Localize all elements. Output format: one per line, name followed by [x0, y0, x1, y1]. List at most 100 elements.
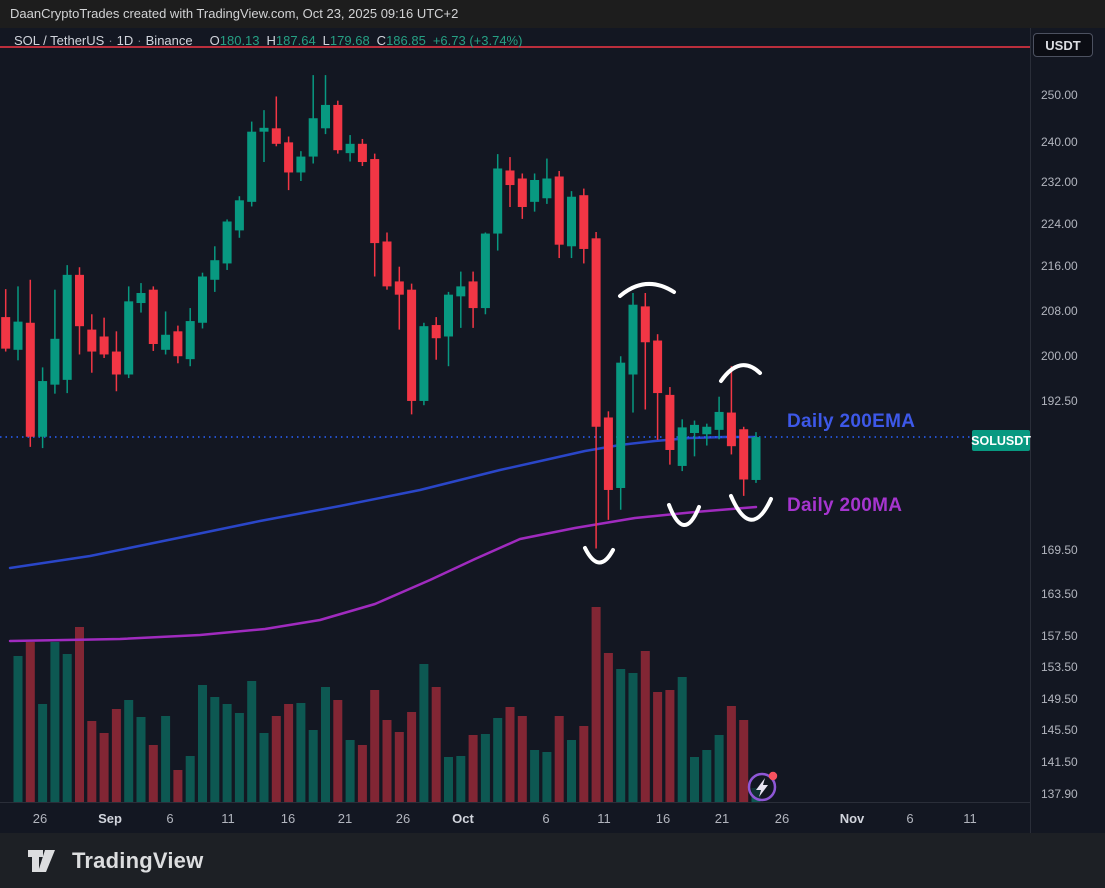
volume-bar [75, 627, 84, 802]
price-tick: 157.50 [1041, 629, 1078, 643]
candle-body [653, 340, 663, 394]
candle-body [136, 293, 146, 304]
candle-body [690, 424, 699, 433]
volume-bar [554, 716, 564, 802]
candle-body [517, 178, 527, 207]
volume-bar [333, 700, 343, 802]
price-tick: 224.00 [1041, 217, 1078, 231]
volume-bar [480, 734, 490, 802]
volume-bar [493, 718, 503, 802]
time-tick: 11 [597, 811, 611, 826]
ema-indicator-label[interactable]: Daily 200EMA [787, 411, 916, 432]
price-tick: 250.00 [1041, 88, 1078, 102]
candle-body [234, 200, 244, 231]
price-tick: 153.50 [1041, 660, 1078, 674]
attribution-text: DaanCryptoTrades created with TradingVie… [10, 6, 459, 21]
volume-bar [308, 730, 318, 802]
price-tick: 232.00 [1041, 175, 1078, 189]
volume-bar [50, 642, 60, 802]
time-tick: 11 [221, 811, 235, 826]
candle-body [124, 301, 134, 375]
candle-body [50, 338, 60, 385]
candle-body [296, 156, 306, 173]
ma-indicator-label[interactable]: Daily 200MA [787, 495, 903, 516]
arc-annotation[interactable] [667, 503, 701, 527]
time-tick: 16 [655, 811, 671, 826]
candle-body [25, 322, 35, 437]
price-tick: 192.50 [1041, 394, 1078, 408]
time-axis[interactable]: 26 Sep 6 11 16 21 26 Oct 6 11 16 21 26 Nov 6 11 [0, 802, 1030, 833]
candle-body [247, 131, 257, 202]
volume-bar [456, 756, 466, 802]
volume-bar [357, 745, 367, 802]
symbol-name[interactable]: SOL / TetherUS [14, 33, 105, 48]
candle-body [407, 289, 417, 401]
candle-body [603, 417, 613, 490]
volume-bar [677, 677, 687, 802]
time-tick: 21 [714, 811, 730, 826]
volume-bar [407, 712, 417, 802]
currency-button[interactable]: USDT [1033, 33, 1093, 57]
candle-body [702, 426, 712, 435]
volume-bar [111, 709, 121, 802]
volume-bar [567, 740, 576, 802]
low-value: 179.68 [329, 33, 370, 48]
high-label: H [266, 33, 276, 48]
volume-bar [62, 654, 72, 802]
arc-annotation[interactable] [719, 363, 762, 383]
arc-annotation[interactable] [729, 494, 773, 522]
volume-bar [394, 732, 404, 802]
candle-body [665, 394, 675, 450]
lightning-bolt-icon [756, 778, 768, 797]
volume-bar [136, 717, 146, 802]
volume-bar [628, 673, 638, 802]
candle-body [173, 331, 183, 357]
candle-body [554, 176, 564, 245]
tradingview-logo[interactable]: TradingView [28, 848, 203, 874]
candle-body [493, 168, 503, 234]
volume-bar [321, 687, 330, 802]
candle-body [111, 351, 121, 375]
volume-bar [173, 770, 183, 802]
volume-bar [210, 697, 220, 802]
ma-200-line[interactable] [8, 505, 758, 643]
tradingview-brand-text: TradingView [72, 847, 204, 873]
volume-bar [234, 713, 244, 802]
time-tick: 21 [337, 811, 353, 826]
footer: TradingView [0, 833, 1105, 888]
candle-body [321, 104, 330, 129]
ema-200-line[interactable] [8, 435, 758, 570]
price-tick: 240.00 [1041, 135, 1078, 149]
candle-body [616, 362, 626, 488]
time-tick: 16 [280, 811, 296, 826]
candle-body [1, 317, 11, 349]
volume-bar [468, 735, 478, 802]
candle-body [640, 306, 650, 343]
price-tick: 145.50 [1041, 723, 1078, 737]
candle-body [99, 336, 109, 355]
price-chart[interactable] [0, 0, 1030, 802]
symbol-header: SOL / TetherUS · 1D · Binance O180.13 H187.64 L… [14, 33, 522, 48]
high-value: 187.64 [275, 33, 316, 48]
volume-bar [542, 752, 552, 802]
candle-body [419, 326, 429, 401]
volume-bar [702, 750, 712, 802]
arc-annotation[interactable] [583, 546, 615, 565]
time-tick: 26 [395, 811, 411, 826]
price-tick: 149.50 [1041, 692, 1078, 706]
price-tick: 163.50 [1041, 587, 1078, 601]
volume-bar [640, 651, 650, 802]
arc-annotation[interactable] [618, 282, 676, 298]
candle-body [210, 260, 220, 280]
low-label: L [322, 33, 330, 48]
volume-bar [530, 750, 540, 802]
open-label: O [209, 33, 220, 48]
candle-body [87, 329, 97, 352]
candle-body [38, 381, 48, 437]
candle-body [456, 286, 466, 297]
interval[interactable]: 1D [116, 33, 134, 48]
price-axis[interactable]: 186.85 16:43:24 186.67 175.98 742.19 K 2… [1030, 28, 1105, 833]
time-tick: 6 [542, 811, 550, 826]
volume-bar [161, 716, 171, 802]
